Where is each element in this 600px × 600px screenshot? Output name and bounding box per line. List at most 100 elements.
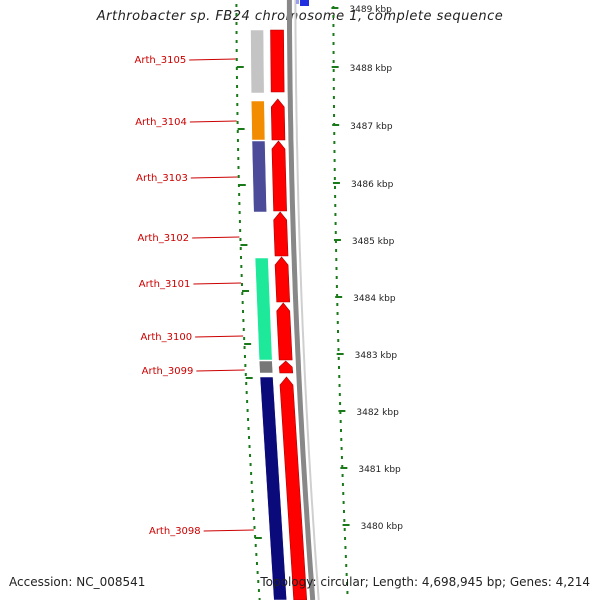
minor-tick [256, 571, 259, 574]
minor-tick [244, 373, 247, 376]
scale-label: 3488 kbp [350, 64, 393, 74]
minor-tick [333, 177, 336, 180]
cog-block-arth_3104[interactable] [251, 100, 266, 141]
scale-label: 3487 kbp [350, 122, 393, 132]
backbone-line [286, 0, 316, 600]
gene-label-arth_3100[interactable]: Arth_3100 [140, 332, 192, 343]
minor-tick [235, 31, 238, 34]
minor-tick [235, 4, 238, 7]
minor-tick [235, 13, 238, 16]
minor-tick [332, 51, 335, 54]
scale-label: 3484 kbp [353, 294, 396, 304]
top-marker [300, 0, 309, 6]
cds-arrow[interactable] [278, 360, 294, 374]
minor-tick [258, 598, 261, 600]
minor-tick [332, 33, 335, 36]
minor-tick [235, 76, 238, 79]
inner-ticks [235, 4, 261, 600]
minor-tick [334, 222, 337, 225]
scale-label: 3482 kbp [356, 408, 399, 418]
major-tick [236, 66, 244, 68]
cog-block-arth_3099[interactable] [258, 360, 274, 374]
minor-tick [339, 402, 342, 405]
gene-label-arth_3102[interactable]: Arth_3102 [137, 233, 189, 244]
minor-tick [251, 490, 254, 493]
minor-tick [245, 391, 248, 394]
minor-tick [332, 60, 335, 63]
cog-block-arth_3101[interactable] [254, 257, 273, 361]
minor-tick [255, 553, 258, 556]
minor-tick [339, 411, 342, 414]
gene-leader-line [196, 369, 245, 372]
minor-tick [247, 418, 250, 421]
minor-tick [343, 528, 346, 531]
cds-arrow[interactable] [274, 256, 291, 303]
minor-tick [237, 148, 240, 151]
minor-tick [235, 49, 238, 52]
minor-tick [332, 24, 335, 27]
minor-tick [336, 294, 339, 297]
cds-arrow[interactable] [270, 29, 285, 93]
major-tick [254, 537, 262, 539]
minor-tick [238, 211, 241, 214]
gene-label-arth_3099[interactable]: Arth_3099 [142, 366, 194, 377]
cog-block-arth_3103[interactable] [251, 140, 267, 213]
gene-label-arth_3104[interactable]: Arth_3104 [135, 117, 187, 128]
scale-label: 3485 kbp [352, 237, 395, 247]
minor-tick [332, 42, 335, 45]
minor-tick [257, 580, 260, 583]
minor-tick [240, 256, 243, 259]
minor-tick [333, 159, 336, 162]
minor-tick [236, 121, 239, 124]
major-tick [335, 296, 343, 298]
top-marker-edge [296, 0, 299, 4]
gene-label-arth_3105[interactable]: Arth_3105 [135, 55, 187, 66]
minor-tick [240, 283, 243, 286]
minor-tick [237, 166, 240, 169]
minor-tick [252, 517, 255, 520]
accession-text: Accession: NC_008541 [9, 575, 146, 589]
summary-text: Topology: circular; Length: 4,698,945 bp… [260, 575, 590, 589]
minor-tick [339, 429, 342, 432]
minor-tick [245, 382, 248, 385]
minor-tick [333, 132, 336, 135]
minor-tick [236, 94, 239, 97]
scale-label: 3480 kbp [361, 522, 404, 532]
minor-tick [333, 150, 336, 153]
minor-tick [238, 220, 241, 223]
cds-arrow[interactable] [273, 211, 289, 257]
gene-label-arth_3101[interactable]: Arth_3101 [139, 279, 191, 290]
gene-leader-line [192, 236, 240, 239]
minor-tick [335, 285, 338, 288]
minor-tick [236, 139, 239, 142]
major-tick [332, 182, 340, 184]
minor-tick [340, 438, 343, 441]
minor-tick [257, 589, 260, 592]
cds-ring [270, 29, 308, 600]
gene-label-arth_3098[interactable]: Arth_3098 [149, 526, 201, 537]
minor-tick [247, 427, 250, 430]
minor-tick [337, 348, 340, 351]
cds-arrow[interactable] [270, 98, 286, 141]
minor-tick [239, 229, 242, 232]
minor-tick [333, 168, 336, 171]
minor-tick [238, 202, 241, 205]
minor-tick [342, 510, 345, 513]
minor-tick [333, 186, 336, 189]
minor-tick [250, 481, 253, 484]
cds-arrow[interactable] [279, 376, 308, 600]
minor-tick [249, 463, 252, 466]
gene-leader-line [189, 58, 236, 61]
cog-ring [250, 29, 287, 600]
cds-arrow[interactable] [271, 140, 287, 212]
minor-tick [235, 58, 238, 61]
gene-leader-line [195, 335, 244, 338]
gene-label-arth_3103[interactable]: Arth_3103 [136, 173, 188, 184]
cog-block-arth_3098[interactable] [259, 376, 287, 600]
cog-block-arth_3105[interactable] [250, 29, 265, 94]
minor-tick [333, 114, 336, 117]
cds-arrow[interactable] [276, 302, 293, 361]
minor-tick [251, 499, 254, 502]
minor-tick [332, 87, 335, 90]
